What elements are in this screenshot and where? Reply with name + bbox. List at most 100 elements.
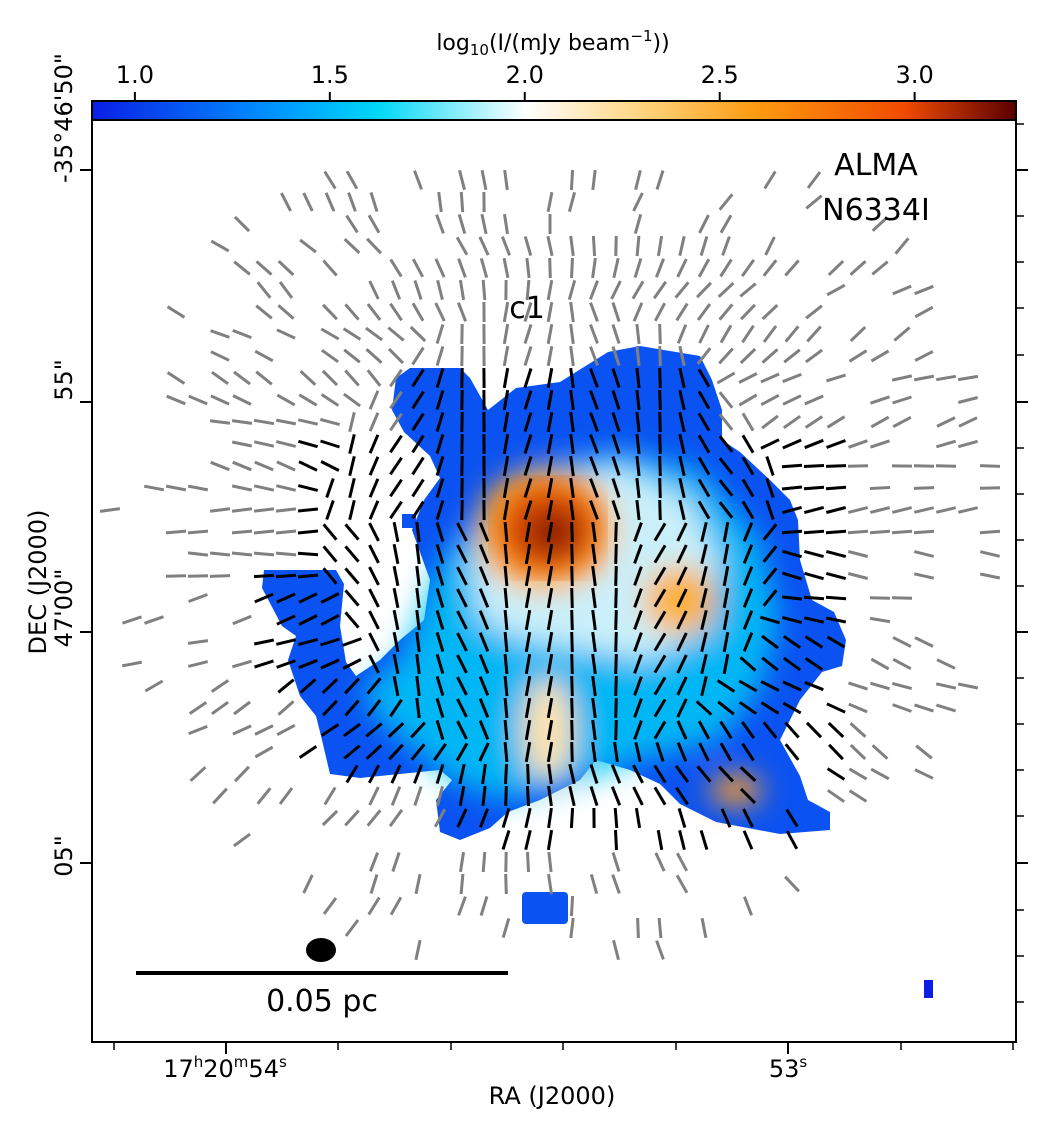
polarization-segment-weak: [979, 529, 1001, 535]
polarization-segment-strong: [478, 742, 490, 762]
polarization-segment-strong: [741, 456, 755, 476]
polarization-segment-weak: [525, 257, 531, 279]
polarization-segment-weak: [849, 744, 867, 760]
polarization-segment-strong: [392, 543, 400, 565]
polarization-segment-strong: [387, 722, 405, 738]
polarization-segment-strong: [741, 500, 755, 520]
polarization-segment-weak: [411, 302, 425, 322]
polarization-segment-strong: [546, 653, 554, 675]
polarization-segment-strong: [392, 521, 400, 543]
polarization-segment-weak: [275, 507, 297, 513]
polarization-segment-strong: [410, 721, 426, 739]
polarization-segment-strong: [825, 485, 847, 491]
polarization-segment-strong: [828, 743, 844, 761]
polarization-segment-weak: [784, 259, 800, 277]
polarization-segment-weak: [675, 852, 689, 872]
polarization-segment-strong: [611, 412, 621, 432]
polarization-segment-strong: [739, 766, 757, 782]
polarization-segment-strong: [633, 544, 643, 564]
polarization-segment-strong: [700, 631, 708, 653]
polarization-segment-weak: [718, 193, 734, 211]
polarization-segment-weak: [892, 657, 912, 671]
polarization-segment-strong: [825, 571, 847, 581]
polarization-segment-weak: [369, 874, 379, 894]
polarization-segment-strong: [478, 654, 490, 674]
polarization-segment-strong: [658, 367, 662, 389]
polarization-segment-strong: [633, 566, 643, 586]
polarization-segment-strong: [415, 565, 421, 587]
y-tick-label-2: 55": [50, 359, 78, 401]
polarization-segment-strong: [478, 544, 490, 564]
polarization-segment-strong: [344, 699, 360, 717]
polarization-segment-weak: [411, 258, 425, 278]
polarization-segment-strong: [742, 830, 754, 850]
polarization-segment-strong: [653, 632, 667, 652]
polarization-segment-weak: [369, 852, 379, 872]
colorbar-tick-label: 3.0: [896, 61, 934, 89]
polarization-segment-strong: [411, 434, 425, 454]
polarization-segment-weak: [678, 345, 686, 367]
polarization-segment-weak: [979, 572, 1001, 580]
polarization-segment-strong: [570, 697, 574, 719]
polarization-segment-weak: [366, 369, 382, 387]
polarization-segment-weak: [212, 787, 228, 805]
polarization-segment-weak: [696, 281, 712, 299]
polarization-segment-strong: [611, 390, 621, 410]
polarization-segment-strong: [343, 722, 361, 738]
polarization-segment-strong: [502, 455, 510, 477]
polarization-segment-weak: [783, 348, 801, 364]
polarization-segment-weak: [165, 484, 187, 492]
polarization-segment-strong: [368, 566, 380, 586]
polarization-segment-weak: [958, 416, 978, 428]
polarization-segment-strong: [718, 479, 734, 497]
polarization-segment-strong: [658, 389, 662, 411]
polarization-segment-strong: [781, 549, 803, 559]
polarization-segment-weak: [635, 345, 641, 367]
polarization-segment-strong: [478, 610, 490, 630]
polarization-segment-weak: [611, 852, 621, 872]
polarization-segment-strong: [388, 743, 404, 761]
polarization-segment-weak: [210, 394, 230, 406]
polarization-segment-weak: [389, 368, 403, 388]
polarization-segment-weak: [892, 703, 912, 713]
polarization-segment-strong: [524, 697, 532, 719]
polarization-segment-weak: [368, 390, 380, 410]
polarization-segment-strong: [803, 571, 825, 581]
polarization-segment-weak: [231, 659, 253, 669]
polarization-segment-weak: [368, 412, 380, 432]
polarization-segment-strong: [569, 477, 575, 499]
polarization-segment-strong: [344, 567, 360, 585]
polarization-segment-strong: [297, 551, 319, 557]
colorbar-tick-label: 2.5: [701, 61, 739, 89]
polarization-segment-weak: [211, 370, 229, 386]
polarization-segment-weak: [348, 411, 356, 433]
polarization-segment-strong: [478, 676, 490, 696]
polarization-segment-strong: [435, 477, 445, 499]
polarization-segment-strong: [435, 411, 445, 433]
polarization-segment-strong: [784, 721, 800, 739]
polarization-segment-strong: [456, 808, 468, 828]
polarization-segment-weak: [343, 348, 361, 364]
emission-c1-core: [524, 508, 580, 556]
polarization-segment-strong: [589, 785, 599, 807]
polarization-segment-strong: [633, 588, 643, 608]
polarization-segment-weak: [302, 192, 314, 212]
polarization-segment-strong: [825, 529, 847, 535]
polarization-segment-weak: [321, 369, 339, 387]
polarization-segment-weak: [636, 917, 640, 939]
polarization-segment-strong: [697, 390, 711, 410]
polarization-segment-weak: [849, 260, 867, 276]
polarization-segment-strong: [344, 589, 360, 607]
polarization-segment-weak: [569, 895, 575, 917]
polarization-segment-weak: [892, 395, 912, 405]
polarization-segment-strong: [433, 742, 447, 762]
polarization-segment-strong: [344, 611, 360, 629]
polarization-segment-strong: [254, 592, 274, 604]
polarization-segment-strong: [658, 411, 662, 433]
polarization-segment-weak: [436, 279, 444, 301]
polarization-segment-strong: [570, 543, 574, 565]
polarization-segment-weak: [391, 852, 401, 872]
polarization-segment-weak: [413, 786, 423, 806]
polarization-segment-strong: [781, 595, 803, 601]
polarization-segment-weak: [409, 325, 427, 343]
